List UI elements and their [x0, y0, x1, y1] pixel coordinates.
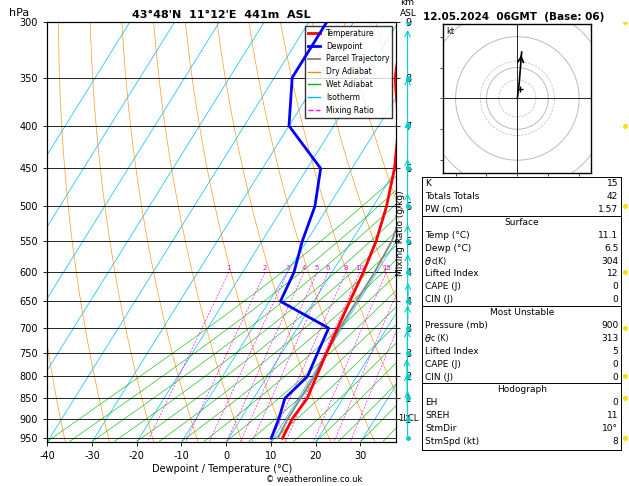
Text: Lifted Index: Lifted Index: [425, 269, 479, 278]
Text: 1: 1: [226, 265, 231, 271]
Text: 8: 8: [343, 265, 348, 271]
Text: 12: 12: [607, 269, 618, 278]
Text: Dewp (°C): Dewp (°C): [425, 243, 472, 253]
Text: 0: 0: [613, 360, 618, 369]
Text: Most Unstable: Most Unstable: [489, 308, 554, 317]
Text: Pressure (mb): Pressure (mb): [425, 321, 488, 330]
Text: PW (cm): PW (cm): [425, 205, 463, 214]
Text: 1LCL: 1LCL: [398, 415, 418, 423]
Text: K: K: [425, 179, 431, 189]
Text: km
ASL: km ASL: [400, 0, 416, 17]
Text: 15: 15: [382, 265, 391, 271]
Text: Totals Totals: Totals Totals: [425, 192, 479, 201]
Text: 10: 10: [355, 265, 364, 271]
Text: kt: kt: [447, 27, 454, 36]
Text: 4: 4: [302, 265, 306, 271]
Text: Mixing Ratio (g/kg): Mixing Ratio (g/kg): [396, 191, 405, 276]
Text: c (K): c (K): [431, 334, 449, 343]
Text: Hodograph: Hodograph: [497, 385, 547, 395]
Text: 12.05.2024  06GMT  (Base: 06): 12.05.2024 06GMT (Base: 06): [423, 12, 604, 22]
Text: CIN (J): CIN (J): [425, 295, 454, 304]
Text: 6: 6: [326, 265, 330, 271]
Text: 1.57: 1.57: [598, 205, 618, 214]
Text: c(K): c(K): [431, 257, 447, 266]
Text: 304: 304: [601, 257, 618, 266]
Text: θ: θ: [425, 334, 431, 344]
Text: 0: 0: [613, 295, 618, 304]
Text: 3: 3: [285, 265, 290, 271]
Text: 11: 11: [607, 411, 618, 420]
Text: 42: 42: [607, 192, 618, 201]
X-axis label: Dewpoint / Temperature (°C): Dewpoint / Temperature (°C): [152, 464, 292, 474]
Text: 0: 0: [613, 399, 618, 407]
Text: 5: 5: [315, 265, 320, 271]
Text: 0: 0: [613, 282, 618, 292]
Text: CAPE (J): CAPE (J): [425, 282, 461, 292]
Text: 10°: 10°: [603, 424, 618, 433]
Text: EH: EH: [425, 399, 438, 407]
Text: Temp (°C): Temp (°C): [425, 231, 470, 240]
Text: StmSpd (kt): StmSpd (kt): [425, 437, 479, 446]
Text: 900: 900: [601, 321, 618, 330]
Text: Surface: Surface: [504, 218, 539, 227]
Text: 0: 0: [613, 373, 618, 382]
Text: CIN (J): CIN (J): [425, 373, 454, 382]
Text: 6.5: 6.5: [604, 243, 618, 253]
Text: 5: 5: [613, 347, 618, 356]
Text: Lifted Index: Lifted Index: [425, 347, 479, 356]
Text: SREH: SREH: [425, 411, 450, 420]
Title: 43°48'N  11°12'E  441m  ASL: 43°48'N 11°12'E 441m ASL: [133, 10, 311, 20]
Text: 11.1: 11.1: [598, 231, 618, 240]
Text: 15: 15: [607, 179, 618, 189]
Text: CAPE (J): CAPE (J): [425, 360, 461, 369]
Text: StmDir: StmDir: [425, 424, 457, 433]
Text: 8: 8: [613, 437, 618, 446]
Text: 2: 2: [263, 265, 267, 271]
Legend: Temperature, Dewpoint, Parcel Trajectory, Dry Adiabat, Wet Adiabat, Isotherm, Mi: Temperature, Dewpoint, Parcel Trajectory…: [305, 26, 392, 118]
Text: © weatheronline.co.uk: © weatheronline.co.uk: [266, 474, 363, 484]
Text: θ: θ: [425, 257, 431, 267]
Text: 313: 313: [601, 334, 618, 343]
Text: hPa: hPa: [9, 8, 29, 17]
